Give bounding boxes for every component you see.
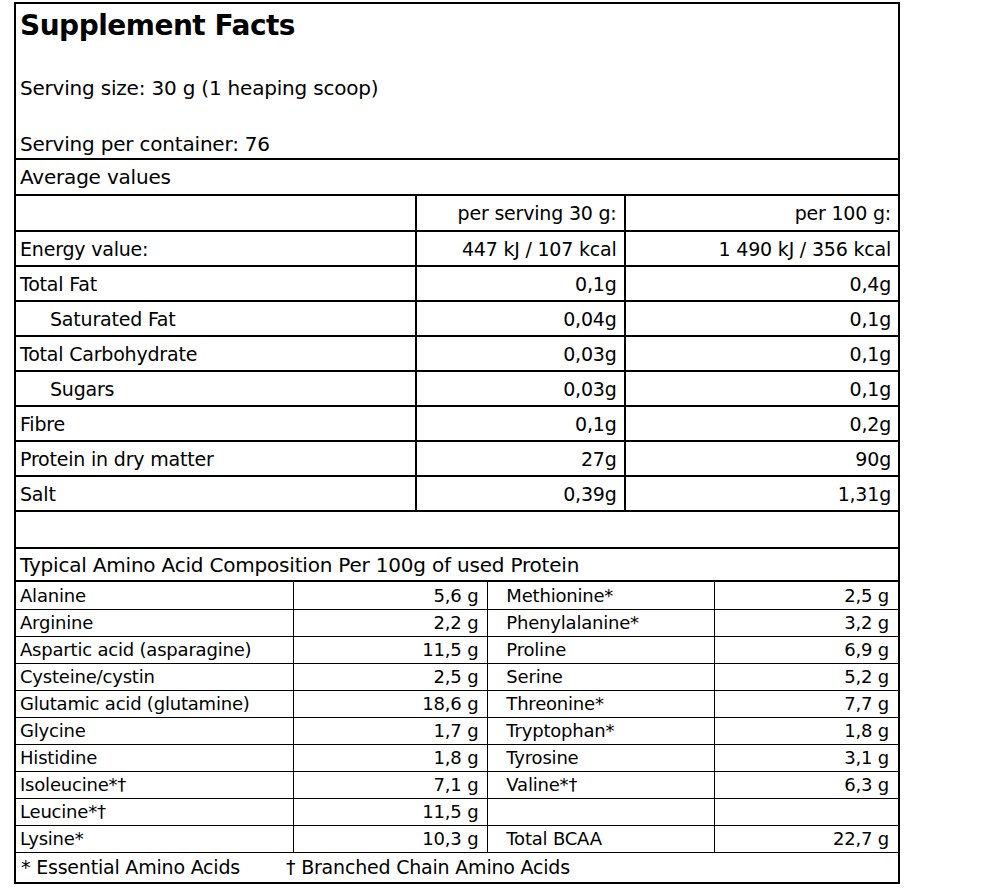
amino-acid-row: Glutamic acid (glutamine) 18,6 g Threoni… (16, 690, 898, 717)
nutrition-row-fibre: Fibre 0,1g 0,2g (16, 406, 898, 441)
per-serving-column-header: per serving 30 g: (416, 196, 625, 231)
amino-acid-row: Isoleucine*† 7,1 g Valine*† 6,3 g (16, 771, 898, 798)
nutrient-name: Saturated Fat (16, 301, 416, 336)
per-serving-value: 0,03g (416, 371, 625, 406)
amino-name-right: Proline (488, 636, 715, 663)
per-serving-value: 0,04g (416, 301, 625, 336)
amino-name-left: Glutamic acid (glutamine) (16, 690, 294, 717)
amino-name-left: Lysine* (16, 825, 294, 852)
amino-value-left: 7,1 g (294, 771, 488, 798)
nutrient-name: Energy value: (16, 231, 416, 266)
nutrient-name: Total Fat (16, 266, 416, 301)
amino-name-left: Cysteine/cystin (16, 663, 294, 690)
amino-acid-table: Alanine 5,6 g Methionine* 2,5 g Arginine… (16, 582, 898, 853)
per-100g-value: 0,1g (625, 336, 898, 371)
per-100g-value: 1 490 kJ / 356 kcal (625, 231, 898, 266)
amino-name-right: Total BCAA (488, 825, 715, 852)
amino-acid-row: Alanine 5,6 g Methionine* 2,5 g (16, 582, 898, 609)
per-100g-value: 0,1g (625, 301, 898, 336)
per-100g-value: 0,2g (625, 406, 898, 441)
amino-value-right: 7,7 g (715, 690, 898, 717)
per-serving-value: 0,03g (416, 336, 625, 371)
page-title: Supplement Facts (20, 9, 295, 42)
per-serving-value: 0,1g (416, 406, 625, 441)
amino-name-right: Methionine* (488, 582, 715, 609)
amino-name-right: Phenylalanine* (488, 609, 715, 636)
amino-acid-row: Glycine 1,7 g Tryptophan* 1,8 g (16, 717, 898, 744)
amino-name-left: Arginine (16, 609, 294, 636)
amino-value-right: 3,2 g (715, 609, 898, 636)
spacer-row (16, 512, 898, 549)
nutrition-row-sugars: Sugars 0,03g 0,1g (16, 371, 898, 406)
amino-value-right: 22,7 g (715, 825, 898, 852)
nutrient-name: Protein in dry matter (16, 441, 416, 476)
nutrition-row-total-carbohydrate: Total Carbohydrate 0,03g 0,1g (16, 336, 898, 371)
supplement-facts-label: Supplement Facts Serving size: 30 g (1 h… (14, 2, 900, 884)
amino-name-left: Histidine (16, 744, 294, 771)
amino-value-right: 2,5 g (715, 582, 898, 609)
amino-acid-row: Cysteine/cystin 2,5 g Serine 5,2 g (16, 663, 898, 690)
amino-value-right (715, 798, 898, 825)
amino-value-right: 3,1 g (715, 744, 898, 771)
amino-name-right (488, 798, 715, 825)
amino-value-right: 6,3 g (715, 771, 898, 798)
per-serving-value: 0,1g (416, 266, 625, 301)
amino-value-right: 1,8 g (715, 717, 898, 744)
per-100g-value: 90g (625, 441, 898, 476)
amino-name-right: Tryptophan* (488, 717, 715, 744)
amino-acid-row: Histidine 1,8 g Tyrosine 3,1 g (16, 744, 898, 771)
per-100g-value: 0,4g (625, 266, 898, 301)
amino-name-left: Aspartic acid (asparagine) (16, 636, 294, 663)
nutrient-name: Fibre (16, 406, 416, 441)
amino-value-left: 11,5 g (294, 798, 488, 825)
nutrition-row-energy: Energy value: 447 kJ / 107 kcal 1 490 kJ… (16, 231, 898, 266)
amino-value-left: 18,6 g (294, 690, 488, 717)
per-serving-value: 0,39g (416, 476, 625, 511)
nutrition-row-total-fat: Total Fat 0,1g 0,4g (16, 266, 898, 301)
nutrition-row-salt: Salt 0,39g 1,31g (16, 476, 898, 511)
per-100g-column-header: per 100 g: (625, 196, 898, 231)
per-serving-value: 447 kJ / 107 kcal (416, 231, 625, 266)
amino-name-left: Glycine (16, 717, 294, 744)
per-serving-value: 27g (416, 441, 625, 476)
serving-size-text: Serving size: 30 g (1 heaping scoop) (20, 76, 378, 100)
amino-value-left: 11,5 g (294, 636, 488, 663)
amino-value-left: 1,8 g (294, 744, 488, 771)
nutrition-table: per serving 30 g: per 100 g: Energy valu… (16, 196, 898, 512)
bcaa-footnote: † Branched Chain Amino Acids (286, 856, 570, 878)
servings-per-container-text: Serving per container: 76 (20, 132, 270, 156)
nutrition-row-protein: Protein in dry matter 27g 90g (16, 441, 898, 476)
amino-name-right: Serine (488, 663, 715, 690)
amino-value-right: 5,2 g (715, 663, 898, 690)
amino-value-left: 1,7 g (294, 717, 488, 744)
nutrition-row-saturated-fat: Saturated Fat 0,04g 0,1g (16, 301, 898, 336)
nutrient-name: Salt (16, 476, 416, 511)
nutrient-column-header (16, 196, 416, 231)
amino-acid-row: Leucine*† 11,5 g (16, 798, 898, 825)
amino-acid-row: Lysine* 10,3 g Total BCAA 22,7 g (16, 825, 898, 852)
label-header-section: Supplement Facts Serving size: 30 g (1 h… (16, 4, 898, 160)
nutrition-header-row: per serving 30 g: per 100 g: (16, 196, 898, 231)
amino-acid-row: Aspartic acid (asparagine) 11,5 g Prolin… (16, 636, 898, 663)
amino-value-left: 2,2 g (294, 609, 488, 636)
amino-value-right: 6,9 g (715, 636, 898, 663)
amino-name-left: Leucine*† (16, 798, 294, 825)
footnotes-row: * Essential Amino Acids † Branched Chain… (16, 853, 898, 883)
amino-value-left: 5,6 g (294, 582, 488, 609)
amino-name-left: Alanine (16, 582, 294, 609)
amino-name-right: Threonine* (488, 690, 715, 717)
amino-value-left: 2,5 g (294, 663, 488, 690)
amino-name-left: Isoleucine*† (16, 771, 294, 798)
nutrient-name: Total Carbohydrate (16, 336, 416, 371)
amino-value-left: 10,3 g (294, 825, 488, 852)
amino-name-right: Tyrosine (488, 744, 715, 771)
per-100g-value: 0,1g (625, 371, 898, 406)
amino-section-title: Typical Amino Acid Composition Per 100g … (16, 549, 898, 582)
amino-acid-row: Arginine 2,2 g Phenylalanine* 3,2 g (16, 609, 898, 636)
amino-name-right: Valine*† (488, 771, 715, 798)
nutrient-name: Sugars (16, 371, 416, 406)
essential-amino-footnote: * Essential Amino Acids (21, 856, 240, 878)
average-values-label: Average values (16, 160, 898, 196)
per-100g-value: 1,31g (625, 476, 898, 511)
